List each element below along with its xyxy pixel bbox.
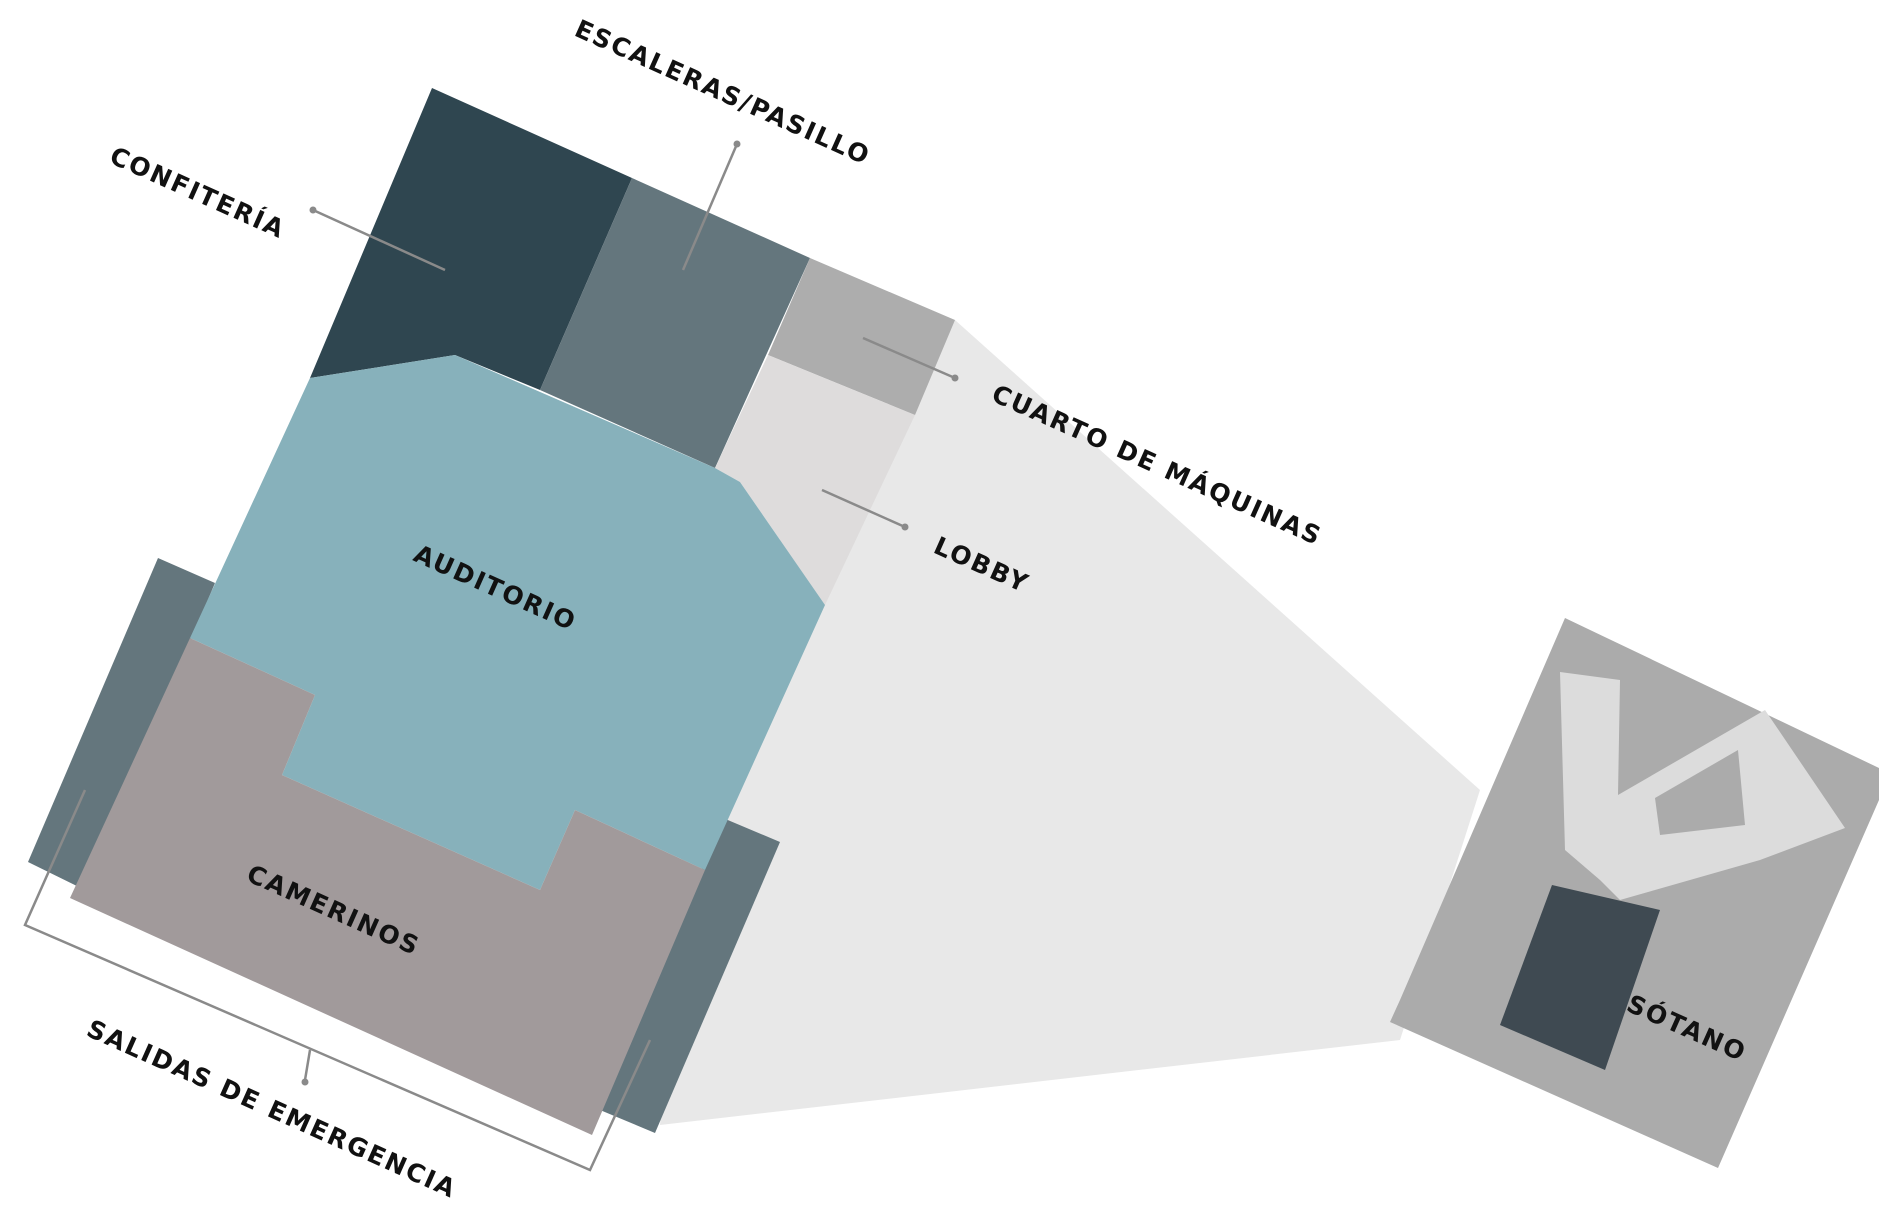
zone-lobby: [715, 355, 915, 605]
zone-cuarto: [768, 258, 955, 415]
leader-dot-escaleras: [733, 140, 741, 148]
zone-escaleras: [540, 178, 810, 468]
leader-lines: [23, 140, 959, 1172]
leader-escaleras: [681, 143, 739, 271]
zone-auditorio: [190, 355, 825, 890]
leader-salidas-bracket: [23, 789, 652, 1172]
zone-confiteria: [310, 88, 632, 390]
label-escaleras: ESCALERAS/PASILLO: [571, 14, 876, 171]
zone-salidas-right: [600, 818, 780, 1133]
leader-lobby: [821, 488, 906, 529]
basement-inner-cutout: [1655, 750, 1745, 835]
zone-sotano: [1500, 885, 1660, 1070]
zone-salidas-left: [28, 558, 215, 890]
leader-confiteria: [312, 208, 446, 272]
leader-dot-salidas: [301, 1078, 309, 1086]
leader-dot-confiteria: [309, 206, 317, 214]
projection-wedge: [660, 320, 1480, 1125]
leader-salidas-stem: [303, 1049, 312, 1081]
leader-cuarto: [862, 336, 956, 380]
zone-camerinos: [70, 638, 705, 1135]
leader-dot-cuarto: [951, 374, 959, 382]
leader-dot-lobby: [901, 523, 909, 531]
label-confiteria: CONFITERÍA: [106, 141, 290, 244]
